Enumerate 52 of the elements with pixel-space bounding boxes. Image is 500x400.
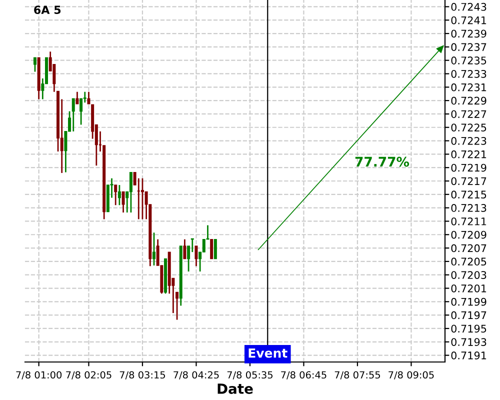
annotation: 77.77% [355, 156, 410, 167]
candlestick [214, 238, 217, 260]
chart-title: 6A 5 [34, 6, 61, 14]
y-tick-label: 0.7225 [451, 124, 486, 132]
candlestick [210, 238, 214, 260]
candlestick [183, 238, 186, 260]
y-tick-label: 0.7197 [451, 311, 486, 320]
y-tick-label: 0.7213 [451, 204, 486, 212]
y-tick-label: 0.7201 [451, 284, 486, 292]
y-tick-label: 0.7233 [451, 70, 486, 78]
y-tick-label: 0.7241 [451, 16, 486, 24]
y-tick-label: 0.7221 [451, 150, 486, 158]
y-tick-label: 0.7229 [451, 96, 486, 105]
y-tick-label: 0.7219 [451, 164, 486, 172]
y-tick-label: 0.7207 [451, 244, 486, 252]
candlestick [114, 184, 118, 206]
candlestick [129, 172, 132, 214]
y-tick-label: 0.7231 [451, 83, 486, 92]
candlestick [140, 178, 144, 220]
x-axis-title: Date [218, 384, 253, 394]
candlestick [152, 232, 156, 266]
y-tick-label: 0.7209 [451, 230, 486, 239]
x-tick-label: 7/8 07:55 [334, 371, 380, 380]
candlestick [122, 191, 125, 214]
x-tick-label: 7/8 06:45 [281, 371, 326, 380]
candlestick [194, 245, 198, 267]
x-tick-label: 7/8 05:35 [227, 371, 272, 380]
candlestick [72, 98, 75, 132]
x-tick-label: 7/8 02:05 [66, 371, 112, 380]
candlestick [76, 91, 79, 105]
y-tick-label: 0.7203 [451, 271, 486, 279]
y-tick-label: 0.7237 [451, 43, 486, 52]
y-tick-label: 0.7191 [451, 352, 486, 360]
y-tick-label: 0.7193 [451, 338, 486, 346]
y-tick-label: 0.7239 [451, 30, 486, 38]
y-tick-label: 0.7243 [451, 2, 486, 11]
y-tick-label: 0.7211 [451, 217, 486, 226]
y-tick-label: 0.7195 [451, 324, 486, 333]
y-tick-label: 0.7217 [451, 177, 486, 186]
ref-line-label: Event [248, 348, 288, 358]
y-tick-label: 0.7199 [451, 298, 486, 306]
y-tick-label: 0.7205 [451, 258, 486, 266]
y-tick-label: 0.7215 [451, 190, 486, 199]
x-tick-label: 7/8 03:15 [120, 371, 166, 380]
y-tick-label: 0.7235 [451, 56, 486, 64]
x-tick-label: 7/8 09:05 [388, 371, 434, 380]
y-tick-label: 0.7223 [451, 137, 486, 145]
x-tick-label: 7/8 01:00 [16, 371, 62, 380]
candlestick [33, 56, 36, 72]
x-tick-label: 7/8 04:25 [174, 371, 219, 380]
candlestick [118, 184, 121, 206]
y-tick-label: 0.7227 [451, 110, 486, 118]
